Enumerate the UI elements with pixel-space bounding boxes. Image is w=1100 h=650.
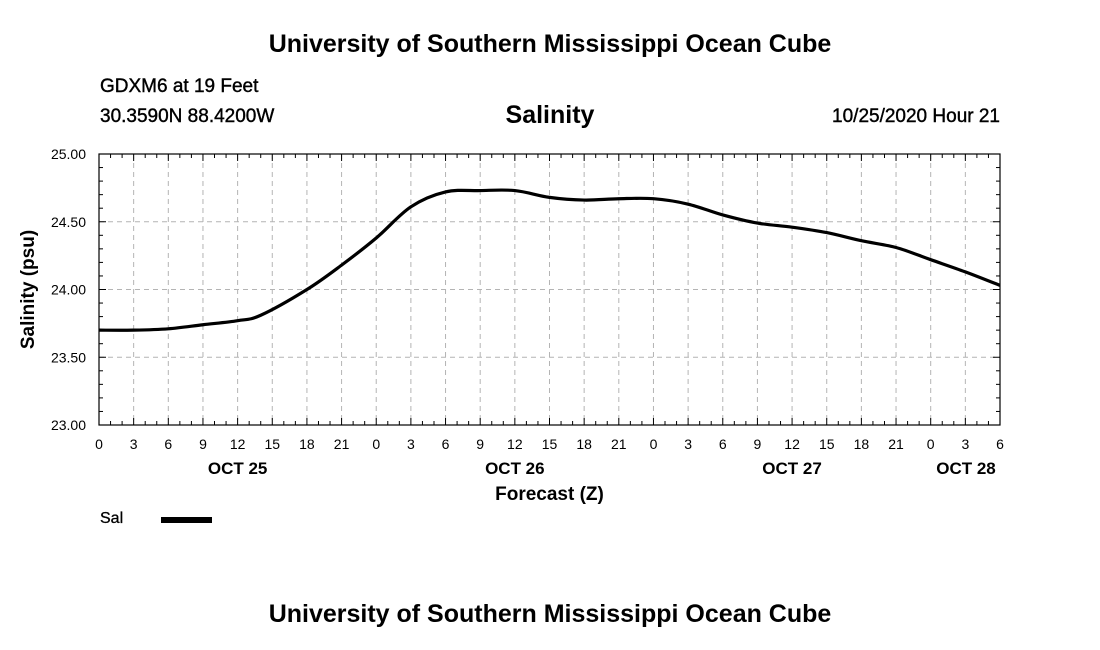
footer-title: University of Southern Mississippi Ocean… [268,600,832,628]
day-label: OCT 25 [208,459,268,478]
x-tick-label: 18 [854,436,870,452]
page-title: University of Southern Mississippi Ocean… [268,30,832,58]
day-label: OCT 27 [762,459,822,478]
x-tick-label: 3 [130,436,138,452]
x-tick-label: 15 [264,436,280,452]
y-tick-label: 24.00 [51,282,86,298]
legend-label: Sal [100,510,124,527]
x-tick-label: 6 [996,436,1004,452]
x-tick-label: 18 [299,436,315,452]
x-tick-label: 0 [95,436,103,452]
x-tick-label: 0 [927,436,935,452]
y-tick-label: 25.00 [51,146,86,162]
x-tick-label: 0 [372,436,380,452]
x-axis-title: Forecast (Z) [495,484,604,505]
y-tick-label: 23.00 [51,417,86,433]
axis-labels: 0 3 6 9 12 15 18 21 0 3 6 9 12 15 18 21 0 3 6 9 12 15 18 21 0 3 6 2… [18,146,1004,505]
y-tick-label: 23.50 [51,349,86,365]
x-tick-label: 12 [784,436,800,452]
y-axis-title: Salinity (psu) [18,230,39,349]
run-time-label: 10/25/2020 Hour 21 [832,106,1000,127]
x-tick-label: 3 [407,436,415,452]
axes [98,153,1001,426]
x-tick-label: 12 [230,436,246,452]
x-tick-label: 3 [961,436,969,452]
x-tick-label: 21 [611,436,627,452]
x-tick-label: 9 [754,436,762,452]
station-coordinates: 30.3590N 88.4200W [100,106,275,127]
day-label: OCT 28 [936,459,996,478]
grid-lines [99,154,1000,425]
x-tick-label: 18 [576,436,592,452]
x-tick-label: 0 [650,436,658,452]
day-label: OCT 26 [485,459,545,478]
x-tick-label: 12 [507,436,523,452]
series-group [98,188,1001,332]
series-line-sal [98,188,1001,332]
x-tick-label: 6 [442,436,450,452]
y-tick-label: 24.50 [51,214,86,230]
x-tick-label: 3 [684,436,692,452]
x-tick-label: 9 [476,436,484,452]
x-tick-label: 15 [542,436,558,452]
chart-title: Salinity [505,101,595,129]
x-tick-label: 9 [199,436,207,452]
station-label: GDXM6 at 19 Feet [100,76,259,97]
x-tick-label: 6 [164,436,172,452]
x-tick-label: 21 [888,436,904,452]
x-tick-label: 15 [819,436,835,452]
x-tick-label: 6 [719,436,727,452]
x-tick-label: 21 [334,436,350,452]
legend-swatch [161,517,212,523]
